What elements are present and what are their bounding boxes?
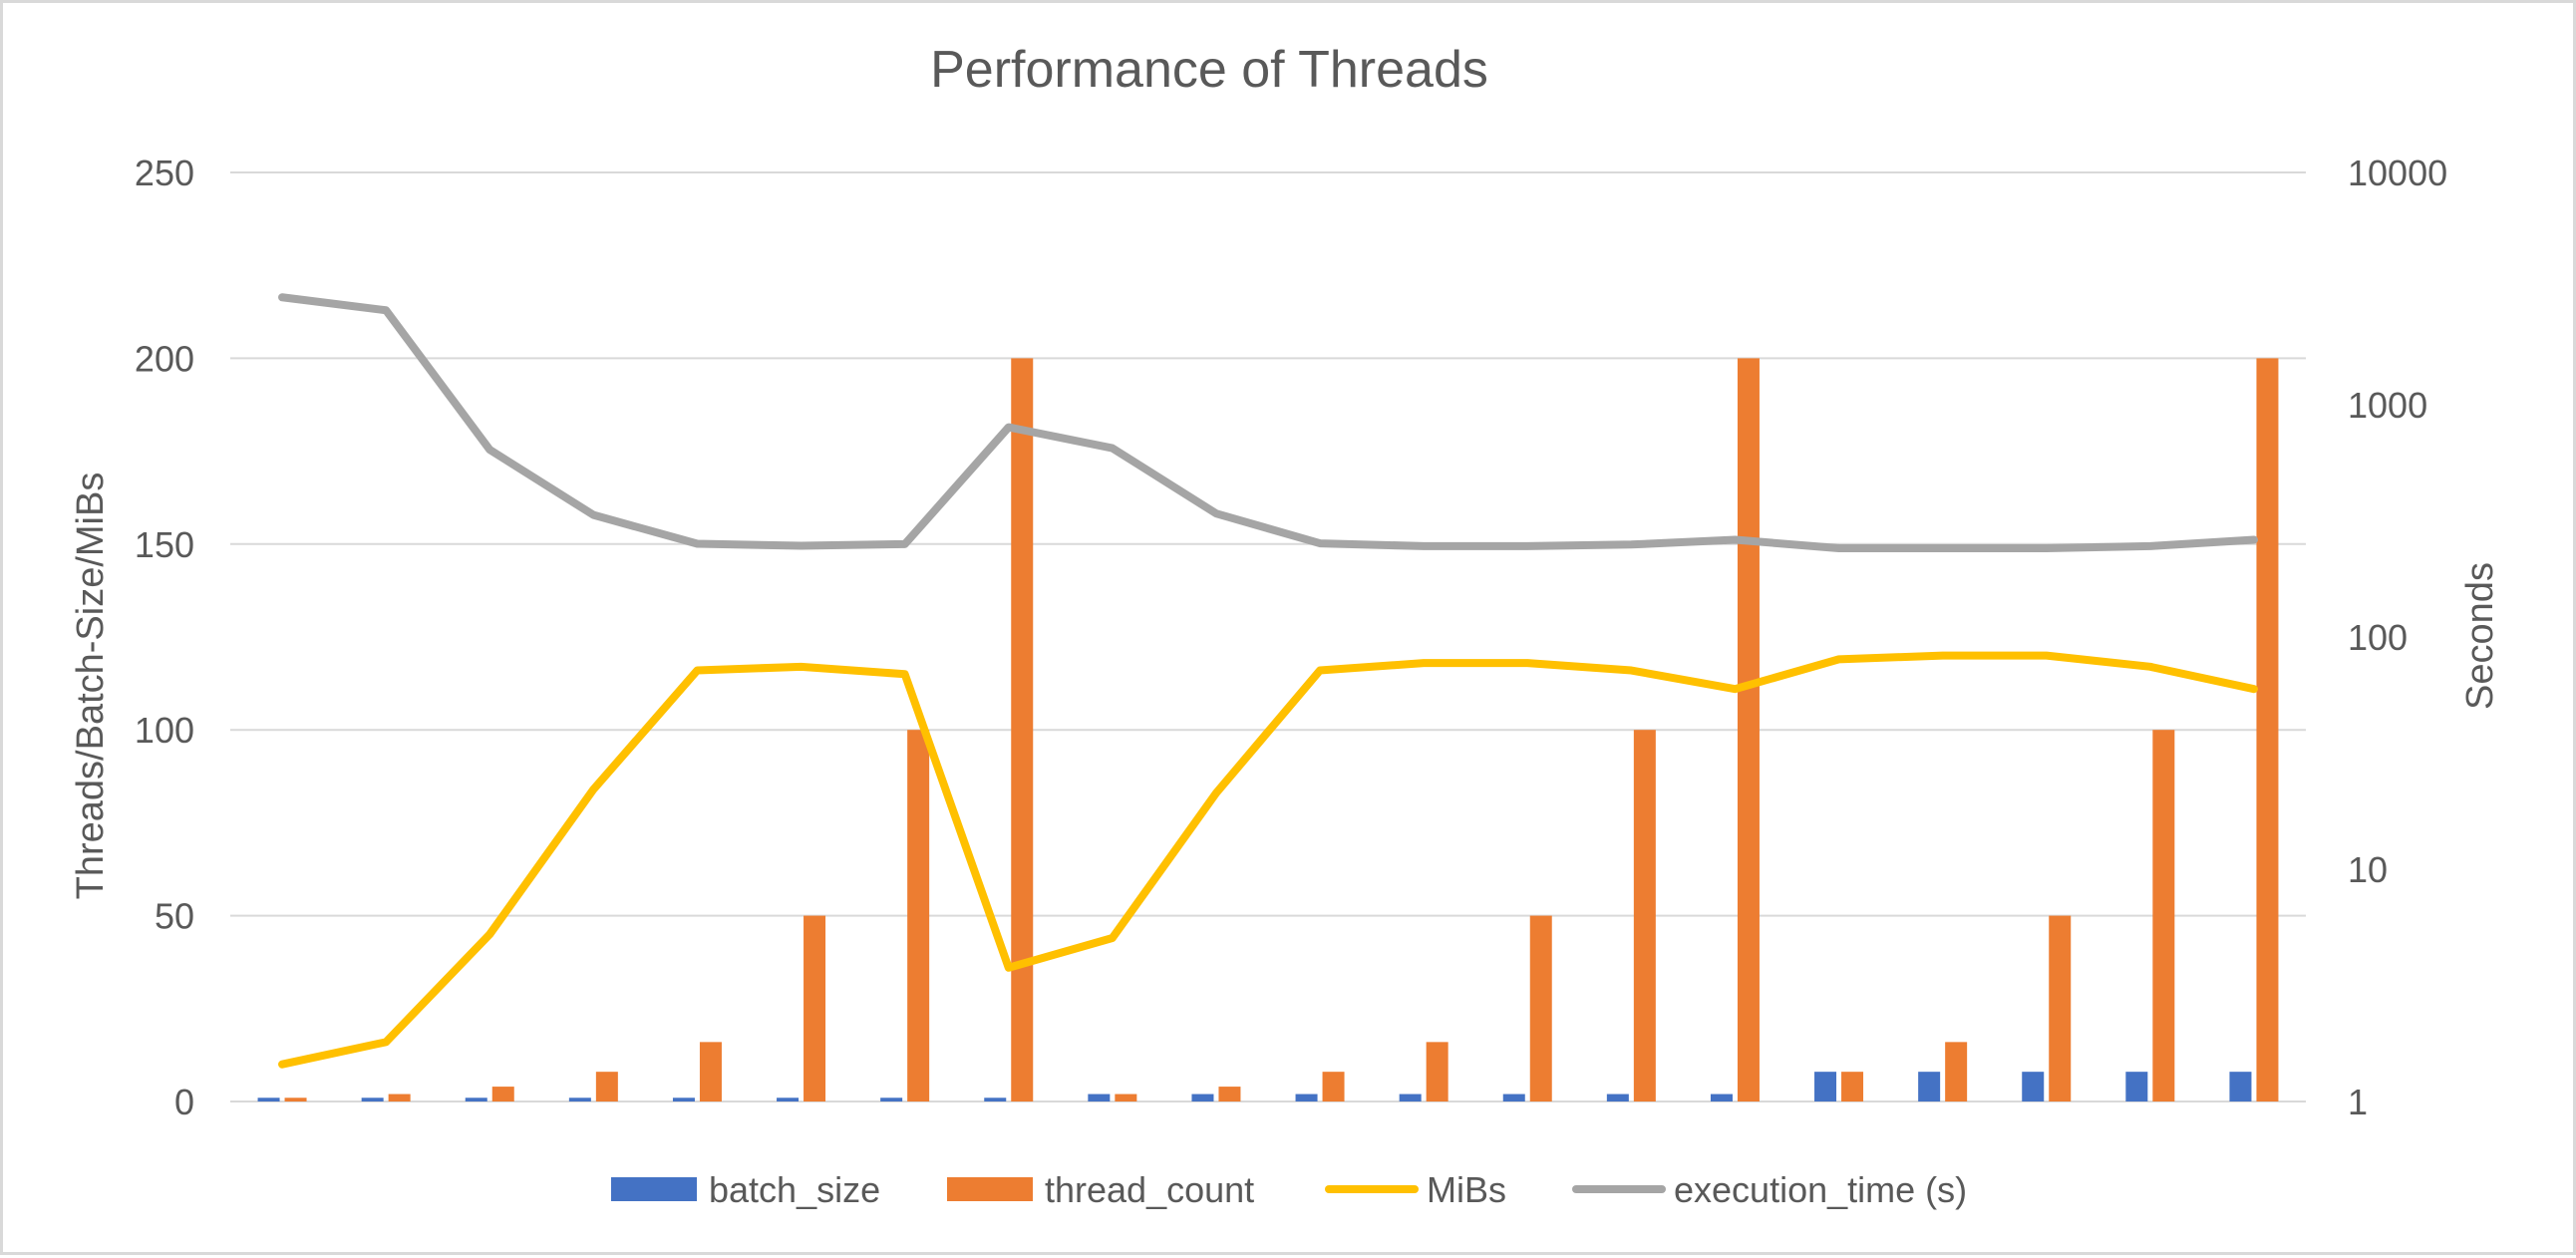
batch_size-bar — [1191, 1094, 1214, 1101]
legend-label: execution_time (s) — [1674, 1169, 1967, 1210]
right-axis-ticks: 1 10 100 1000 10000 — [2348, 153, 2447, 1122]
batch_size-bar — [1710, 1094, 1733, 1101]
legend-label: thread_count — [1045, 1169, 1254, 1210]
batch_size-bar — [2125, 1072, 2148, 1101]
lines — [278, 293, 2258, 1069]
left-axis-ticks: 0 50 100 150 200 250 — [135, 153, 194, 1122]
thread_count-bar — [804, 915, 826, 1101]
thread_count-bar — [1841, 1072, 1864, 1101]
legend-swatch-batch_size — [611, 1177, 697, 1201]
legend-label: MiBs — [1427, 1169, 1506, 1210]
right-axis-title: Seconds — [2459, 562, 2501, 710]
bars — [257, 358, 2279, 1101]
batch_size-bar — [1502, 1094, 1525, 1101]
right-tick-label: 100 — [2348, 617, 2408, 658]
thread_count-bar — [2152, 730, 2175, 1101]
batch_size-bar — [1399, 1094, 1422, 1101]
left-tick-label: 200 — [135, 338, 194, 379]
right-tick-label: 1000 — [2348, 385, 2427, 426]
batch_size-bar — [1814, 1072, 1837, 1101]
batch_size-bar — [257, 1098, 280, 1101]
MiBs-line — [278, 651, 2258, 1069]
batch_size-bar — [2022, 1072, 2045, 1101]
thread_count-bar — [388, 1094, 411, 1101]
legend-label: batch_size — [709, 1169, 880, 1210]
thread_count-bar — [1011, 358, 1034, 1101]
execution_time (s)-line — [278, 293, 2258, 552]
batch_size-bar — [2229, 1072, 2252, 1101]
left-axis-title: Threads/Batch-Size/MiBs — [70, 472, 112, 900]
thread_count-bar — [1737, 358, 1760, 1101]
thread_count-bar — [284, 1098, 307, 1101]
batch_size-bar — [984, 1098, 1007, 1101]
thread_count-bar — [1633, 730, 1656, 1101]
right-tick-label: 10000 — [2348, 153, 2447, 193]
batch_size-bar — [568, 1098, 591, 1101]
batch_size-bar — [1295, 1094, 1318, 1101]
left-tick-label: 250 — [135, 153, 194, 193]
legend: batch_size thread_count MiBs execution_time… — [611, 1169, 1967, 1210]
left-tick-label: 0 — [174, 1082, 194, 1122]
batch_size-bar — [361, 1098, 384, 1101]
gridlines — [230, 171, 2306, 1102]
thread_count-bar — [2049, 915, 2072, 1101]
thread_count-bar — [491, 1087, 514, 1101]
left-tick-label: 150 — [135, 524, 194, 565]
thread_count-bar — [1945, 1042, 1968, 1101]
thread_count-bar — [907, 730, 930, 1101]
batch_size-bar — [1088, 1094, 1111, 1101]
thread_count-bar — [1426, 1042, 1449, 1101]
left-tick-label: 100 — [135, 710, 194, 751]
left-tick-label: 50 — [155, 896, 194, 937]
performance-chart: Performance of Threads 0 50 100 150 200 250 1… — [70, 41, 2501, 1210]
thread_count-bar — [1322, 1072, 1345, 1101]
legend-swatch-thread_count — [947, 1177, 1033, 1201]
batch_size-bar — [880, 1098, 903, 1101]
thread_count-bar — [1115, 1094, 1137, 1101]
thread_count-bar — [1218, 1087, 1241, 1101]
thread_count-bar — [2256, 358, 2279, 1101]
batch_size-bar — [465, 1098, 487, 1101]
thread_count-bar — [699, 1042, 722, 1101]
batch_size-bar — [672, 1098, 695, 1101]
chart-title: Performance of Threads — [930, 41, 1488, 99]
right-tick-label: 1 — [2348, 1082, 2368, 1122]
right-tick-label: 10 — [2348, 849, 2388, 890]
thread_count-bar — [1529, 915, 1552, 1101]
batch_size-bar — [777, 1098, 800, 1101]
batch_size-bar — [1918, 1072, 1941, 1101]
batch_size-bar — [1606, 1094, 1629, 1101]
thread_count-bar — [595, 1072, 618, 1101]
